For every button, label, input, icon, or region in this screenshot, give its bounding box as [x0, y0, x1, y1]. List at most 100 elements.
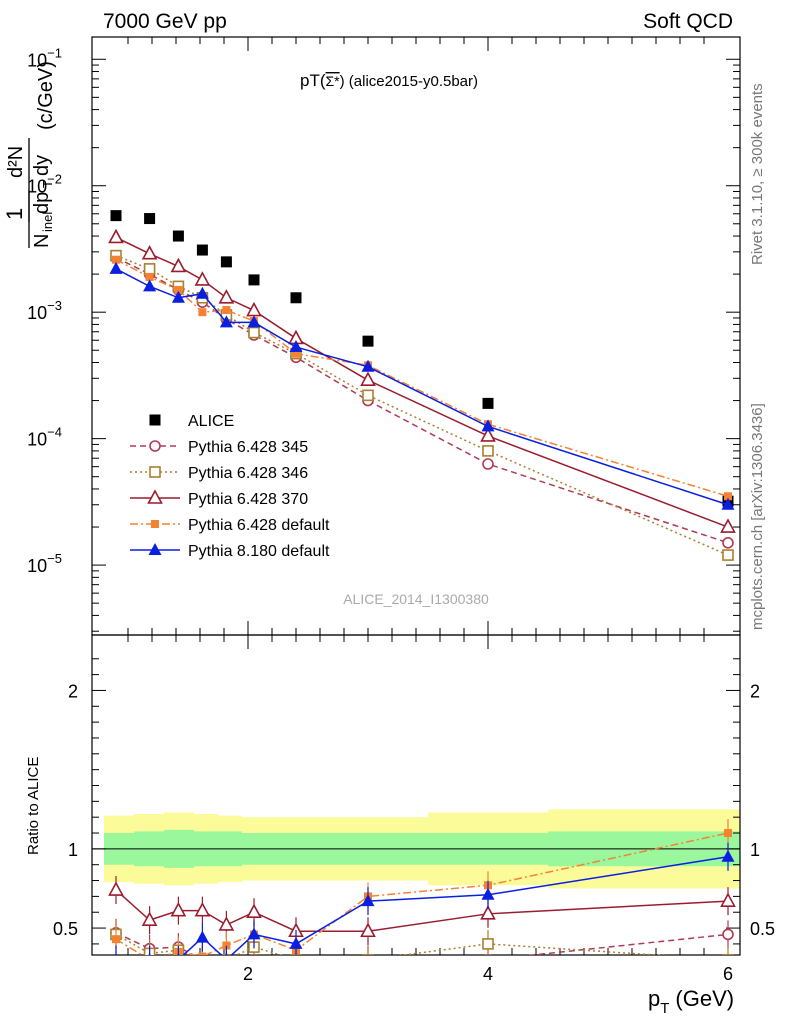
main-ylabel-unit: (c/GeV): [35, 61, 57, 130]
main-series-layer: [108, 210, 736, 561]
ratio-y-tick-label: 1: [68, 840, 78, 860]
legend-marker: [151, 520, 159, 528]
legend-label: Pythia 6.428 default: [188, 517, 330, 534]
y-tick-exponent: −5: [47, 551, 62, 566]
ratio-axes-box: [91, 634, 741, 956]
main-data-point: [482, 445, 494, 457]
main-data-point: [196, 244, 208, 256]
ratio-data-point: [362, 953, 374, 955]
main-data-point: [109, 261, 123, 274]
main-data-point: [141, 245, 158, 260]
ratio-series-line: [182, 856, 729, 955]
y-tick-exponent: −3: [47, 298, 62, 313]
main-data-point: [360, 371, 376, 386]
ratio-data-point: [225, 952, 228, 955]
main-data-point: [480, 427, 496, 442]
legend: ALICE Pythia 6.428 345 Pythia 6.428 346 Pyt…: [130, 413, 330, 560]
x-tick-label: 2: [243, 964, 253, 984]
y-tick-label: 10−3: [27, 298, 62, 323]
main-data-point: [171, 290, 185, 303]
ratio-series-line: [115, 832, 729, 955]
ratio-series-line: [115, 889, 729, 932]
legend-marker: [149, 440, 161, 452]
main-data-point: [246, 301, 262, 317]
main-data-point: [482, 397, 494, 409]
ratio-data-point: [720, 892, 736, 907]
svg-text:dy: dy: [31, 155, 53, 176]
main-data-point: [362, 389, 374, 402]
main-data-point: [143, 279, 157, 292]
main-data-point: [194, 271, 211, 286]
main-data-point: [220, 256, 232, 268]
main-data-point: [195, 286, 209, 299]
x-tick-label: 6: [723, 964, 733, 984]
header-energy-label: 7000 GeV pp: [103, 10, 227, 33]
ratio-data-point: [146, 956, 154, 964]
y-tick-label: 10−4: [27, 425, 62, 450]
ratio-data-point: [198, 952, 207, 955]
ratio-data-point: [360, 922, 376, 938]
main-series-line: [115, 268, 729, 506]
main-panel-frame: 10−510−410−310−210−1: [27, 36, 741, 636]
main-data-point: [143, 263, 156, 275]
main-data-point: [108, 228, 124, 244]
ratio-data-point: [247, 927, 261, 940]
main-data-point: [720, 518, 736, 533]
y-tick-label: 10−1: [27, 45, 62, 70]
main-data-point: [170, 257, 187, 273]
main-data-point: [724, 492, 732, 501]
main-data-point: [172, 230, 184, 242]
xlabel-sub: T: [660, 1000, 669, 1017]
y-tick-exponent: −4: [47, 425, 62, 440]
legend-label: ALICE: [188, 413, 234, 430]
main-data-point: [248, 326, 260, 339]
ratio-data-point: [177, 952, 180, 955]
ratio-series-layer: [108, 819, 736, 964]
ratio-data-point: [482, 938, 494, 950]
xlabel-unit: (GeV): [675, 986, 734, 1011]
main-ylabel: 1 N inel d²N dp T dy (c/GeV): [2, 61, 57, 248]
ratio-y-tick-label-right: 0.5: [750, 919, 775, 939]
ratio-data-point: [364, 953, 372, 955]
svg-text:d²N: d²N: [5, 146, 27, 178]
legend-marker: [149, 466, 161, 478]
main-data-point: [721, 497, 735, 510]
rivet-version-label: Rivet 3.1.10, ≥ 300k events: [749, 83, 766, 265]
ratio-y-tick-label: 0.5: [53, 919, 78, 939]
plot-title-rest: ) (alice2015-y0.5bar): [340, 73, 478, 90]
ratio-series-1: [110, 920, 734, 955]
main-data-point: [289, 340, 303, 353]
main-data-point: [219, 315, 233, 328]
ratio-panel-frame: 0.5 0.5 1 1 2 2 2 4 6: [53, 634, 775, 984]
ratio-data-point: [108, 881, 124, 896]
ratio-y-tick-label-right: 2: [750, 681, 760, 701]
ratio-data-point: [148, 952, 151, 955]
xlabel: pT (GeV): [648, 986, 734, 1017]
main-data-point: [248, 274, 260, 286]
ratio-data-point: [114, 952, 118, 955]
main-data-point: [222, 306, 231, 315]
main-data-point: [218, 289, 235, 304]
ratio-data-point: [112, 935, 120, 944]
main-series-0: [110, 210, 734, 507]
ratio-data-point: [724, 829, 732, 838]
svg-text:dp: dp: [31, 192, 53, 214]
main-series-line: [115, 259, 729, 498]
legend-label: Pythia 6.428 346: [188, 465, 308, 482]
ratio-data-point: [721, 849, 735, 862]
ratio-data-point: [199, 953, 206, 955]
main-data-point: [722, 537, 734, 549]
main-data-point: [482, 458, 494, 470]
svg-text:T: T: [40, 180, 55, 188]
ratio-data-point: [722, 928, 734, 941]
main-series-5: [109, 261, 735, 510]
main-data-point: [481, 419, 495, 432]
ratio-data-point: [196, 953, 209, 955]
main-data-point: [292, 349, 300, 358]
main-series-line: [115, 256, 729, 544]
ratio-data-point: [194, 901, 211, 917]
ratio-data-point: [290, 953, 302, 955]
ratio-series-line: [115, 933, 668, 955]
ratio-data-point: [722, 953, 734, 955]
